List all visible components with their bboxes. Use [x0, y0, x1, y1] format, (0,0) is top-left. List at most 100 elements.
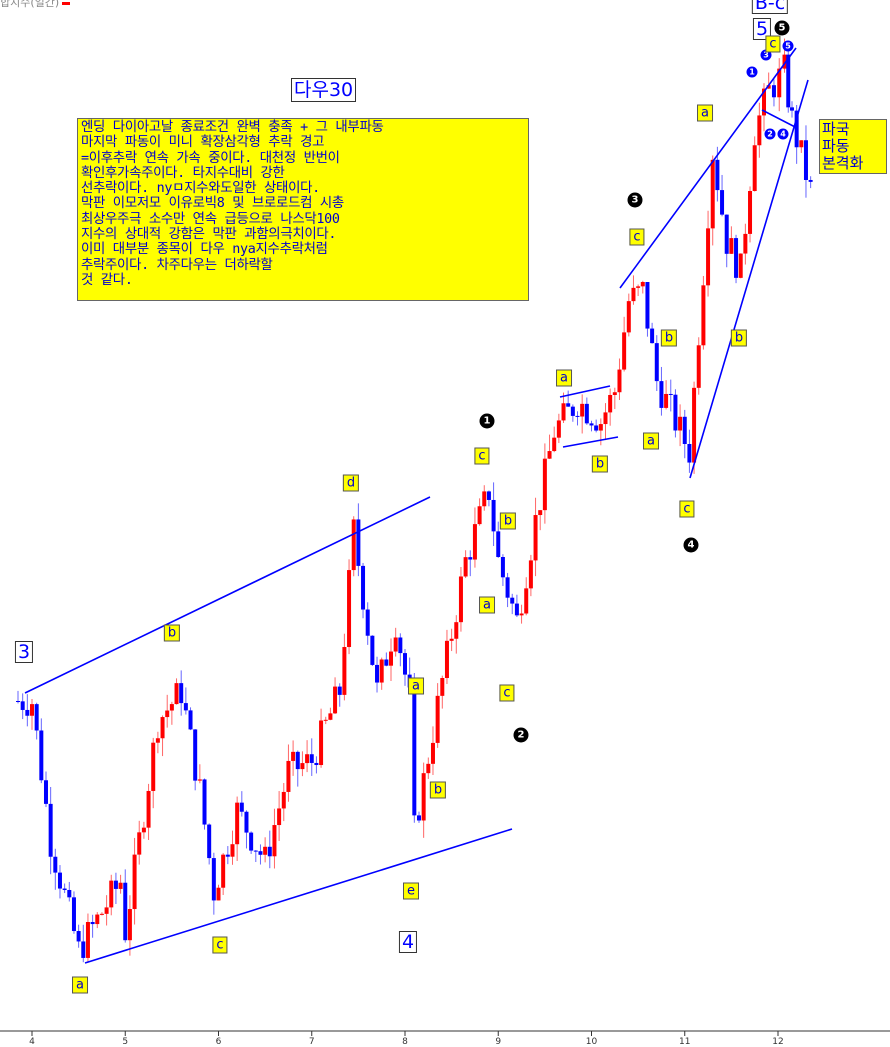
candle-body [500, 557, 505, 578]
candle-body [692, 387, 697, 463]
candle-body [151, 742, 156, 791]
candle-body [235, 802, 240, 845]
black-wave-4: 4 [683, 537, 699, 553]
triangle-upper-line [559, 385, 611, 398]
candle-body [267, 846, 272, 857]
candle-body [654, 343, 659, 382]
candle-body [67, 889, 72, 898]
candle-body [174, 683, 179, 705]
candle-body [146, 790, 151, 828]
candle-body [43, 780, 48, 804]
candle-body [748, 190, 753, 234]
candle-body [25, 709, 30, 716]
wave-label-15: a [643, 432, 659, 450]
candle-body [81, 941, 86, 958]
candle-body [188, 710, 193, 730]
candle-body [416, 815, 421, 821]
candle-body [668, 393, 673, 395]
candle-body [701, 285, 706, 346]
candle-body [281, 791, 286, 809]
candle-body [76, 931, 81, 942]
candle-body [71, 897, 76, 932]
wave-label-5: a [408, 677, 424, 695]
candle-body [30, 704, 34, 716]
candle-body [542, 458, 547, 511]
candle-body [782, 54, 787, 69]
candle-body [95, 914, 100, 925]
candle-body [482, 491, 487, 507]
candle-body [575, 415, 580, 417]
candle-body [211, 858, 216, 901]
candle-body [221, 854, 226, 888]
candle-body [295, 751, 300, 770]
candle-body [435, 695, 440, 743]
candle-body [734, 238, 739, 278]
candle-body [398, 637, 403, 654]
series-color-marker [62, 1, 71, 5]
lower-trendline [84, 828, 513, 964]
candle-body [244, 811, 249, 833]
candle-body [598, 424, 603, 431]
candle-body [561, 403, 566, 421]
x-tick-label: 10 [585, 1037, 598, 1047]
candle-body [253, 850, 258, 852]
candle-body [99, 913, 104, 915]
candle-body [645, 282, 650, 329]
candle-body [514, 603, 519, 616]
candle-body [57, 872, 62, 889]
candle-body [319, 720, 324, 766]
candle-body [617, 369, 622, 393]
upper-trendline [24, 496, 431, 694]
candle-body [277, 808, 282, 826]
x-tick-label: 4 [29, 1037, 35, 1047]
candle-body [547, 451, 552, 459]
candle-body [477, 506, 482, 525]
chart-title: 다우30 [291, 78, 357, 102]
candle-body [291, 751, 296, 761]
candle-body [263, 846, 268, 855]
blue-wave-5: 5 [782, 40, 794, 52]
black-wave-1: 1 [479, 413, 495, 429]
wave-label-17: b [730, 329, 748, 347]
wave-label-10: c [474, 447, 490, 465]
candle-body [305, 754, 310, 764]
series-label-text: 합지수(일간) [0, 0, 60, 9]
candle-body [803, 140, 808, 180]
x-tick-label: 12 [772, 1037, 784, 1047]
candle-body [519, 613, 524, 616]
candle-body [258, 851, 263, 855]
candle-body [580, 403, 585, 417]
candle-body [594, 425, 599, 431]
series-label: 합지수(일간) [0, 0, 71, 10]
candle-body [169, 704, 174, 711]
wave-label-6: b [429, 781, 447, 799]
candle-body [808, 179, 813, 182]
candle-body [333, 686, 338, 714]
candle-body [165, 710, 170, 718]
candle-body [309, 754, 314, 763]
candle-body [664, 393, 669, 408]
wave-label-18: c [679, 500, 695, 518]
candle-body [53, 856, 58, 873]
candle-body [183, 703, 188, 711]
candle-body [584, 403, 589, 424]
wave-label-16: a [697, 104, 713, 122]
candle-body [202, 779, 207, 825]
candle-body [323, 719, 328, 721]
candle-body [682, 416, 687, 445]
candle-body [533, 515, 538, 561]
candle-body [365, 609, 370, 636]
candle-body [389, 651, 394, 666]
candle-body [113, 880, 118, 889]
candle-body [720, 190, 725, 215]
candle-body [85, 922, 90, 958]
wave-label-11: a [556, 369, 572, 387]
wave-label-3: 3 [14, 641, 34, 663]
candle-body [463, 557, 468, 577]
candle-body [16, 701, 21, 702]
candle-body [762, 88, 767, 116]
candle-body [687, 444, 692, 463]
candle-body [626, 301, 631, 333]
candle-body [34, 704, 39, 731]
